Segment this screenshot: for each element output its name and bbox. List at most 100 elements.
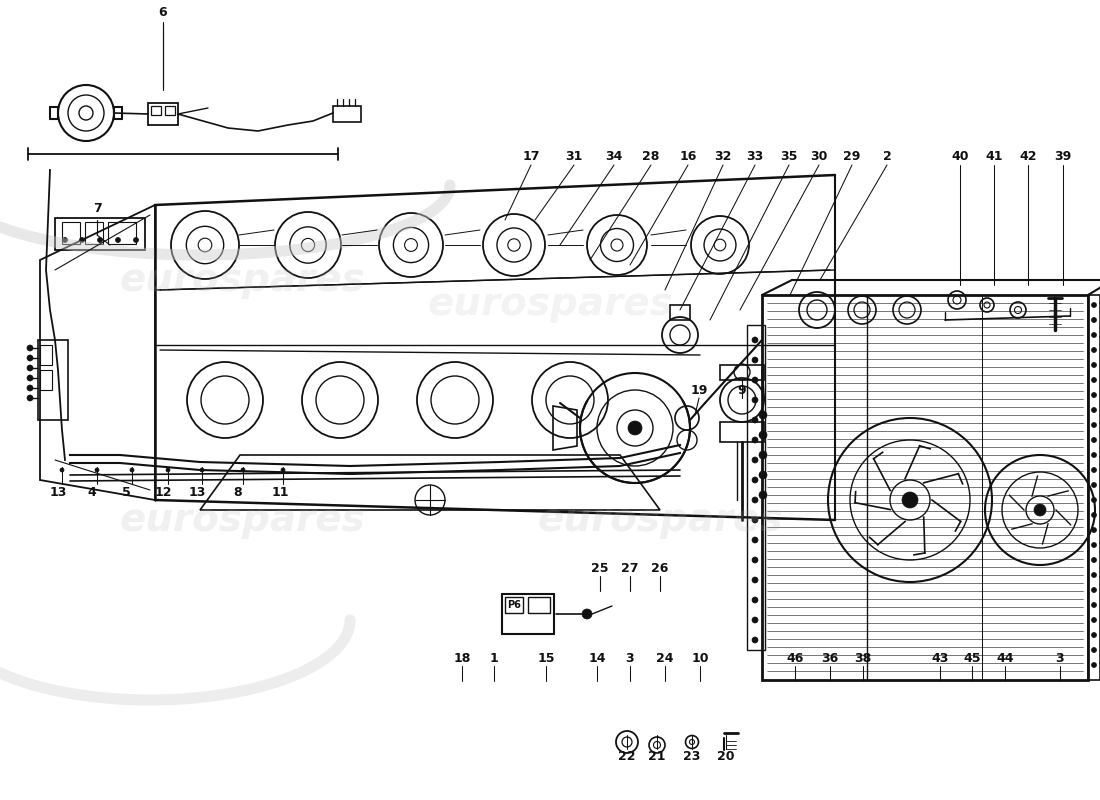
Circle shape bbox=[1091, 573, 1097, 578]
Text: 14: 14 bbox=[588, 651, 606, 665]
Circle shape bbox=[1091, 482, 1097, 487]
Circle shape bbox=[1091, 633, 1097, 638]
Text: 35: 35 bbox=[780, 150, 798, 163]
Text: 45: 45 bbox=[964, 651, 981, 665]
Text: P6: P6 bbox=[507, 600, 521, 610]
Circle shape bbox=[752, 477, 758, 483]
Circle shape bbox=[759, 491, 767, 499]
Circle shape bbox=[759, 411, 767, 419]
Text: 6: 6 bbox=[158, 6, 167, 18]
Circle shape bbox=[1091, 407, 1097, 413]
Circle shape bbox=[752, 377, 758, 383]
Circle shape bbox=[752, 437, 758, 443]
Circle shape bbox=[28, 385, 33, 391]
Circle shape bbox=[133, 238, 139, 242]
Text: 2: 2 bbox=[882, 150, 891, 163]
Text: 30: 30 bbox=[811, 150, 827, 163]
Text: 16: 16 bbox=[680, 150, 696, 163]
Text: 4: 4 bbox=[88, 486, 97, 498]
Circle shape bbox=[1091, 527, 1097, 533]
Circle shape bbox=[1091, 662, 1097, 667]
Bar bbox=[62, 222, 80, 244]
Circle shape bbox=[28, 345, 33, 351]
Circle shape bbox=[902, 492, 918, 508]
Text: 29: 29 bbox=[844, 150, 860, 163]
Bar bbox=[85, 222, 103, 244]
Circle shape bbox=[1091, 542, 1097, 547]
Text: 34: 34 bbox=[605, 150, 623, 163]
Text: 5: 5 bbox=[122, 486, 131, 498]
Circle shape bbox=[200, 468, 204, 472]
Text: 38: 38 bbox=[855, 651, 871, 665]
Circle shape bbox=[752, 637, 758, 643]
Bar bbox=[505, 597, 522, 613]
Circle shape bbox=[759, 431, 767, 439]
Text: eurospares: eurospares bbox=[427, 285, 673, 323]
Circle shape bbox=[752, 397, 758, 403]
Bar bbox=[720, 365, 764, 380]
Bar bbox=[165, 106, 175, 115]
Text: 1: 1 bbox=[490, 651, 498, 665]
Text: 17: 17 bbox=[522, 150, 540, 163]
Bar bbox=[148, 103, 178, 125]
Circle shape bbox=[759, 471, 767, 479]
Text: 40: 40 bbox=[952, 150, 969, 163]
Text: 3: 3 bbox=[626, 651, 635, 665]
Circle shape bbox=[28, 355, 33, 361]
Text: 21: 21 bbox=[648, 750, 666, 763]
Text: 27: 27 bbox=[621, 562, 639, 574]
Text: eurospares: eurospares bbox=[119, 501, 365, 539]
Circle shape bbox=[1091, 558, 1097, 562]
Bar bbox=[670, 305, 690, 320]
Circle shape bbox=[280, 468, 285, 472]
Circle shape bbox=[752, 557, 758, 563]
Text: 22: 22 bbox=[618, 750, 636, 763]
Bar bbox=[40, 345, 52, 365]
Text: 18: 18 bbox=[453, 651, 471, 665]
Text: 9: 9 bbox=[738, 383, 746, 397]
Text: 46: 46 bbox=[786, 651, 804, 665]
Text: 10: 10 bbox=[691, 651, 708, 665]
Circle shape bbox=[582, 609, 592, 619]
Circle shape bbox=[752, 357, 758, 363]
Text: eurospares: eurospares bbox=[119, 261, 365, 299]
Text: 42: 42 bbox=[1020, 150, 1036, 163]
Circle shape bbox=[28, 365, 33, 371]
Bar bbox=[502, 594, 554, 634]
Text: 19: 19 bbox=[691, 383, 707, 397]
Circle shape bbox=[1091, 347, 1097, 353]
Bar bbox=[528, 597, 550, 613]
Circle shape bbox=[628, 421, 642, 435]
Circle shape bbox=[95, 468, 99, 472]
Text: 28: 28 bbox=[642, 150, 660, 163]
Circle shape bbox=[752, 497, 758, 503]
Circle shape bbox=[759, 451, 767, 459]
Text: 13: 13 bbox=[188, 486, 206, 498]
Circle shape bbox=[98, 238, 102, 242]
Circle shape bbox=[1091, 602, 1097, 607]
Text: 7: 7 bbox=[92, 202, 101, 214]
Circle shape bbox=[1091, 393, 1097, 398]
Circle shape bbox=[1091, 333, 1097, 338]
Circle shape bbox=[1091, 467, 1097, 473]
Circle shape bbox=[1091, 587, 1097, 593]
Text: 41: 41 bbox=[986, 150, 1003, 163]
Circle shape bbox=[1091, 618, 1097, 622]
Circle shape bbox=[166, 468, 170, 472]
Text: 26: 26 bbox=[651, 562, 669, 574]
Circle shape bbox=[116, 238, 121, 242]
Text: 24: 24 bbox=[657, 651, 673, 665]
Circle shape bbox=[1091, 453, 1097, 458]
Circle shape bbox=[1091, 302, 1097, 307]
Text: 44: 44 bbox=[997, 651, 1014, 665]
Text: 11: 11 bbox=[272, 486, 288, 498]
Circle shape bbox=[752, 417, 758, 423]
Circle shape bbox=[1091, 422, 1097, 427]
Circle shape bbox=[752, 457, 758, 463]
Bar bbox=[333, 106, 361, 122]
Text: 12: 12 bbox=[154, 486, 172, 498]
Text: 43: 43 bbox=[932, 651, 948, 665]
Circle shape bbox=[28, 375, 33, 381]
Text: 32: 32 bbox=[714, 150, 732, 163]
Circle shape bbox=[1091, 498, 1097, 502]
